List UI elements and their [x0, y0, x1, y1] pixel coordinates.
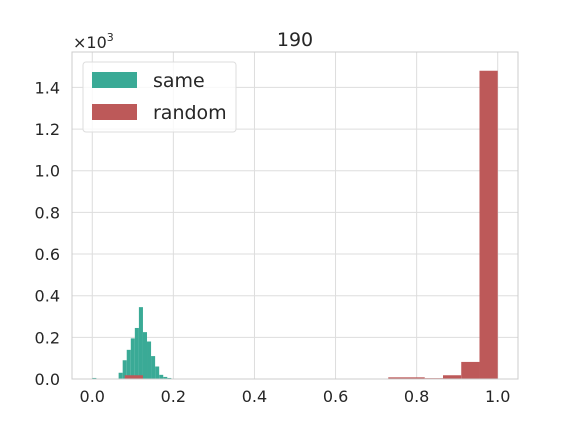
legend-label-same: same: [153, 70, 205, 92]
x-tick-label: 1.0: [485, 387, 510, 406]
bar-random: [461, 362, 479, 379]
x-tick-label: 0.8: [404, 387, 429, 406]
x-tick-label: 0.0: [80, 387, 105, 406]
bar-same: [147, 342, 151, 379]
bar-same: [135, 328, 139, 379]
legend-label-random: random: [153, 102, 227, 124]
y-tick-label: 0.0: [35, 370, 60, 389]
bar-same: [119, 373, 123, 379]
y-tick-label: 0.6: [35, 245, 60, 264]
y-tick-label: 1.4: [35, 78, 60, 97]
y-tick-label: 0.4: [35, 287, 60, 306]
y-scale-multiplier: ×103: [73, 31, 114, 52]
bar-random: [443, 375, 461, 379]
x-tick-label: 0.4: [242, 387, 267, 406]
y-tick-label: 1.2: [35, 120, 60, 139]
bar-same: [155, 367, 159, 379]
y-scale-exponent: 3: [107, 31, 114, 44]
bar-same: [131, 338, 135, 379]
bar-same: [159, 375, 163, 379]
y-scale-base: ×10: [73, 33, 107, 52]
chart-title: 190: [277, 29, 313, 51]
bar-same: [143, 332, 147, 379]
y-tick-label: 0.8: [35, 203, 60, 222]
y-tick-labels: 0.0 0.2 0.4 0.6 0.8 1.0 1.2 1.4: [35, 78, 60, 389]
legend-swatch-same: [92, 72, 137, 88]
bar-same: [139, 307, 143, 379]
bar-random: [479, 71, 497, 379]
legend: same random: [83, 62, 236, 132]
bar-same: [151, 356, 155, 379]
y-tick-label: 1.0: [35, 162, 60, 181]
x-tick-label: 0.2: [161, 387, 186, 406]
bar-same: [127, 350, 131, 379]
y-tick-label: 0.2: [35, 328, 60, 347]
bar-random: [125, 375, 143, 379]
x-tick-labels: 0.0 0.2 0.4 0.6 0.8 1.0: [80, 387, 511, 406]
legend-swatch-random: [92, 104, 137, 120]
x-tick-label: 0.6: [323, 387, 348, 406]
